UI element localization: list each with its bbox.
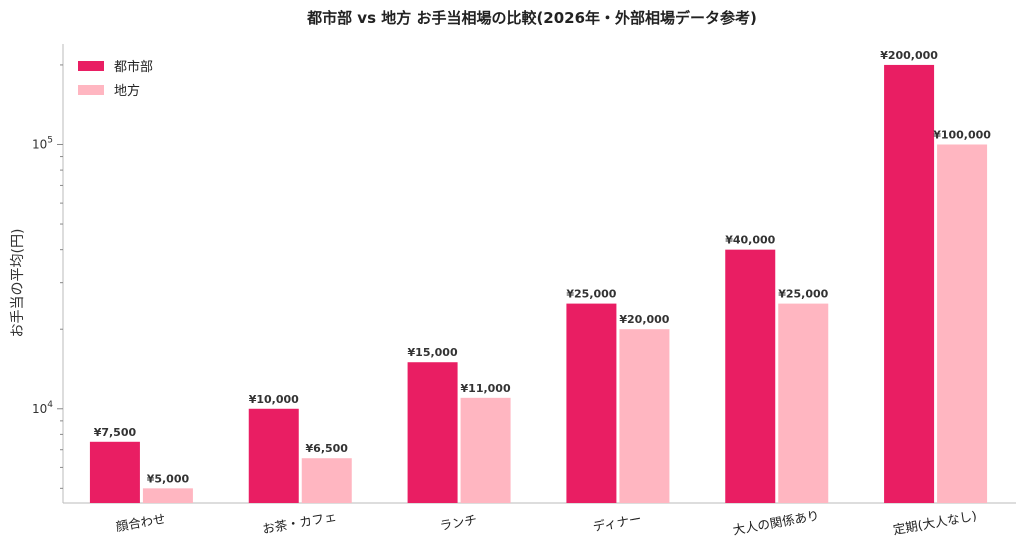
category-label: 顔合わせ [115,511,167,534]
y-axis-label: お手当の平均(円) [10,229,26,338]
bar-urban [566,303,617,503]
bar-rural [142,488,193,503]
bar-urban [89,441,140,503]
category-label: お茶・カフェ [261,509,337,537]
y-tick-label: 105 [32,135,53,151]
legend-label: 地方 [114,83,140,99]
bar-rural [301,458,352,503]
legend-label: 都市部 [114,59,153,75]
bar-value-label: ¥10,000 [249,393,299,406]
bar-urban [248,408,299,503]
bar-value-label: ¥11,000 [461,382,511,395]
bar-value-label: ¥15,000 [408,346,458,359]
bar-rural [460,397,511,503]
bar-value-label: ¥100,000 [933,128,991,141]
bar-value-label: ¥200,000 [880,49,938,62]
bar-value-label: ¥20,000 [619,313,669,326]
category-label: ディナー [592,511,643,534]
bar-value-label: ¥25,000 [778,288,828,301]
bar-urban [725,249,776,503]
bar-value-label: ¥40,000 [725,234,775,247]
category-label: 定期(大人なし) [892,508,978,537]
chart-title: 都市部 vs 地方 お手当相場の比較(2026年・外部相場データ参考) [306,9,757,27]
data-labels-group: ¥7,500 ¥5,000 ¥10,000 ¥6,500 ¥15,000 ¥11,000 ¥… [94,49,992,485]
category-labels-group: 顔合わせ お茶・カフェ ランチ ディナー 大人の関係あり 定期(大人なし) [115,508,978,538]
bar-rural [619,329,670,503]
bar-urban [884,64,935,503]
bar-value-label: ¥6,500 [306,442,349,455]
legend-swatch [78,61,104,71]
legend-swatch [78,85,104,95]
y-tick-label: 104 [32,400,53,416]
bar-rural [937,144,988,503]
bar-value-label: ¥5,000 [147,472,190,485]
bar-urban [407,362,458,503]
category-label: 大人の関係あり [732,508,821,538]
bar-value-label: ¥25,000 [566,288,616,301]
category-label: ランチ [439,512,479,533]
bars-group [89,64,988,503]
bar-rural [778,303,829,503]
bar-value-label: ¥7,500 [94,426,137,439]
axes: 104 105 [32,44,1016,504]
